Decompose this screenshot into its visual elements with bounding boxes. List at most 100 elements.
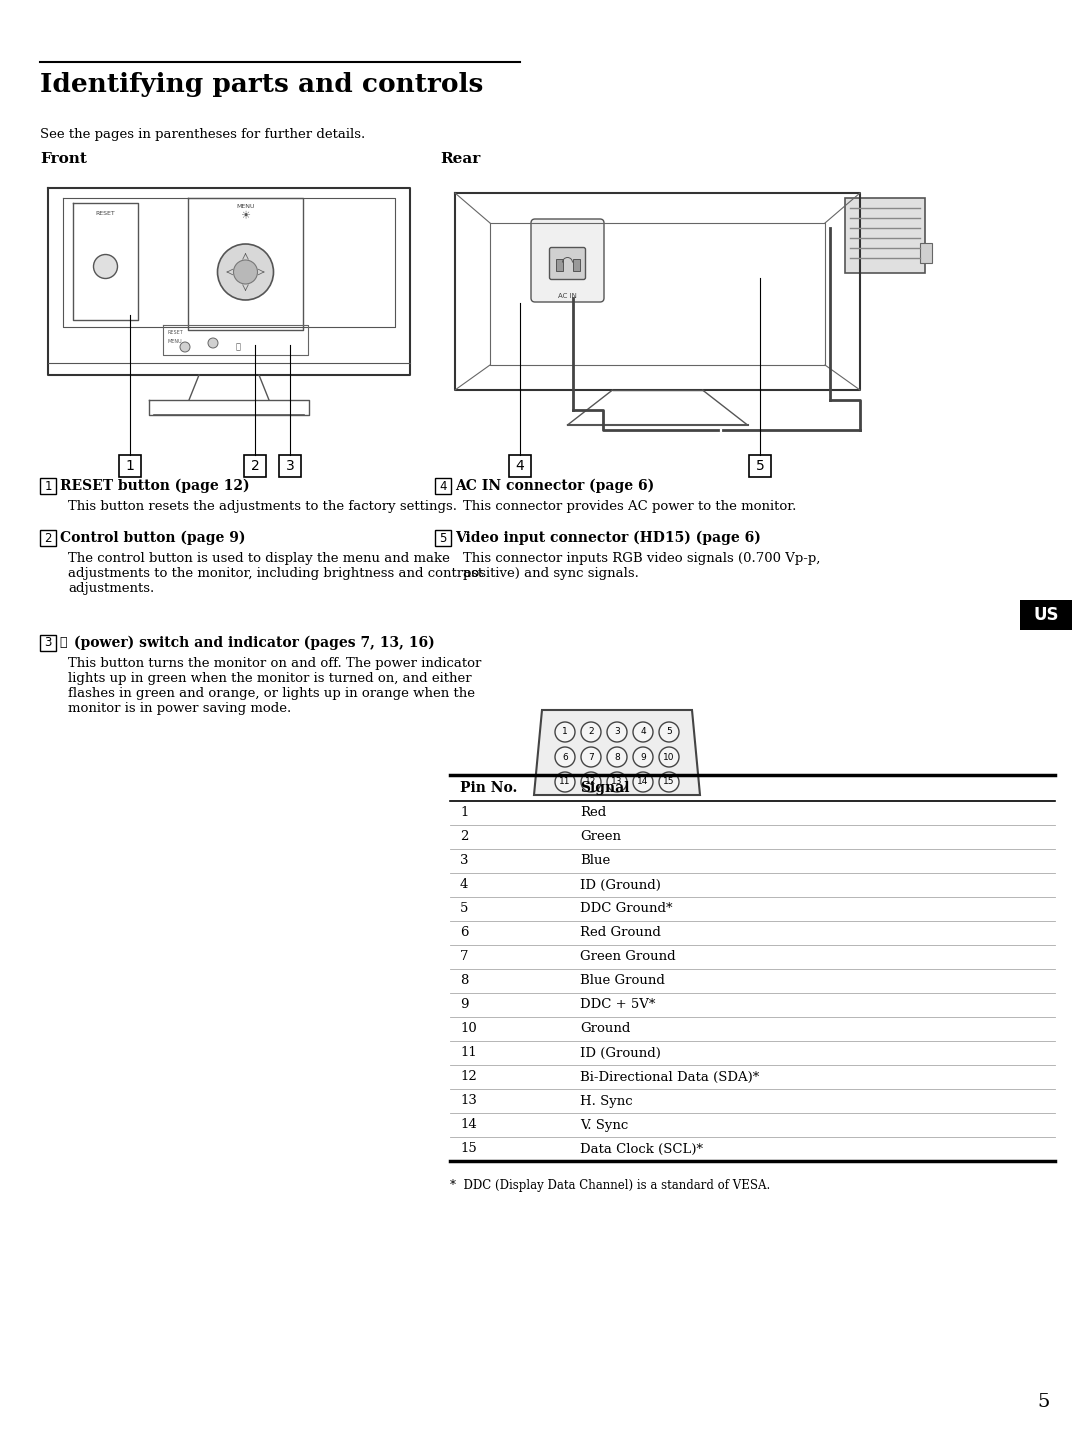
Bar bbox=[40, 635, 56, 651]
Bar bbox=[40, 530, 56, 546]
Text: AC IN: AC IN bbox=[558, 293, 577, 298]
Text: 3: 3 bbox=[44, 637, 52, 650]
Text: 13: 13 bbox=[460, 1095, 477, 1108]
Text: AC IN connector (page 6): AC IN connector (page 6) bbox=[455, 478, 654, 493]
Bar bbox=[40, 478, 56, 494]
Text: Data Clock (SCL)*: Data Clock (SCL)* bbox=[580, 1143, 703, 1156]
FancyBboxPatch shape bbox=[531, 219, 604, 303]
Text: 10: 10 bbox=[663, 752, 675, 761]
Text: 5: 5 bbox=[440, 532, 447, 545]
Circle shape bbox=[208, 339, 218, 347]
Text: 3: 3 bbox=[615, 728, 620, 736]
Circle shape bbox=[659, 746, 679, 767]
Text: Green Ground: Green Ground bbox=[580, 951, 676, 964]
Text: 4: 4 bbox=[640, 728, 646, 736]
Text: Green: Green bbox=[580, 830, 621, 843]
Circle shape bbox=[633, 746, 653, 767]
Circle shape bbox=[659, 722, 679, 742]
Text: ⏻: ⏻ bbox=[60, 637, 71, 650]
Text: 6: 6 bbox=[460, 927, 469, 940]
Text: This connector inputs RGB video signals (0.700 Vp-p,
positive) and sync signals.: This connector inputs RGB video signals … bbox=[463, 552, 821, 579]
Text: 2: 2 bbox=[460, 830, 469, 843]
Text: This button turns the monitor on and off. The power indicator
lights up in green: This button turns the monitor on and off… bbox=[68, 657, 482, 715]
Circle shape bbox=[555, 772, 575, 793]
Text: 15: 15 bbox=[663, 778, 675, 787]
Text: US: US bbox=[1034, 607, 1058, 624]
Text: ⏻: ⏻ bbox=[235, 343, 241, 352]
Text: Rear: Rear bbox=[440, 151, 481, 166]
Circle shape bbox=[555, 746, 575, 767]
Text: Video input connector (HD15) (page 6): Video input connector (HD15) (page 6) bbox=[455, 530, 761, 545]
Circle shape bbox=[94, 255, 118, 278]
Text: 12: 12 bbox=[460, 1071, 476, 1084]
Text: 9: 9 bbox=[640, 752, 646, 761]
Circle shape bbox=[555, 722, 575, 742]
Circle shape bbox=[607, 746, 627, 767]
Circle shape bbox=[581, 772, 600, 793]
Text: 5: 5 bbox=[756, 460, 765, 473]
Text: 7: 7 bbox=[460, 951, 469, 964]
Text: Red: Red bbox=[580, 807, 606, 820]
Text: 6: 6 bbox=[562, 752, 568, 761]
Text: 11: 11 bbox=[460, 1046, 476, 1059]
Text: DDC Ground*: DDC Ground* bbox=[580, 902, 673, 915]
Bar bbox=[572, 258, 580, 271]
Circle shape bbox=[633, 772, 653, 793]
Text: ID (Ground): ID (Ground) bbox=[580, 879, 661, 892]
Text: 3: 3 bbox=[460, 855, 469, 867]
Text: MENU: MENU bbox=[168, 339, 183, 344]
Text: DDC + 5V*: DDC + 5V* bbox=[580, 999, 656, 1012]
Text: See the pages in parentheses for further details.: See the pages in parentheses for further… bbox=[40, 128, 365, 141]
Text: This button resets the adjustments to the factory settings.: This button resets the adjustments to th… bbox=[68, 500, 457, 513]
Text: 3: 3 bbox=[285, 460, 295, 473]
Text: Blue: Blue bbox=[580, 855, 610, 867]
FancyBboxPatch shape bbox=[550, 248, 585, 280]
Text: H. Sync: H. Sync bbox=[580, 1095, 633, 1108]
Circle shape bbox=[217, 244, 273, 300]
Text: RESET button (page 12): RESET button (page 12) bbox=[60, 478, 249, 493]
Text: 13: 13 bbox=[611, 778, 623, 787]
Bar bbox=[920, 244, 932, 264]
Bar bbox=[244, 455, 266, 477]
Bar bbox=[1020, 599, 1072, 630]
Text: 14: 14 bbox=[460, 1118, 476, 1131]
Text: Red Ground: Red Ground bbox=[580, 927, 661, 940]
Circle shape bbox=[607, 772, 627, 793]
Text: 1: 1 bbox=[460, 807, 469, 820]
Circle shape bbox=[233, 259, 257, 284]
Text: 2: 2 bbox=[589, 728, 594, 736]
Bar bbox=[555, 258, 563, 271]
Text: ID (Ground): ID (Ground) bbox=[580, 1046, 661, 1059]
Text: 1: 1 bbox=[125, 460, 134, 473]
Text: 7: 7 bbox=[589, 752, 594, 761]
Bar bbox=[279, 455, 301, 477]
Circle shape bbox=[180, 342, 190, 352]
Circle shape bbox=[659, 772, 679, 793]
Text: 5: 5 bbox=[1038, 1393, 1050, 1411]
Text: Identifying parts and controls: Identifying parts and controls bbox=[40, 72, 484, 97]
Text: 5: 5 bbox=[460, 902, 469, 915]
Text: ☀: ☀ bbox=[241, 210, 251, 220]
Text: Control button (page 9): Control button (page 9) bbox=[60, 530, 245, 545]
Text: 4: 4 bbox=[440, 480, 447, 493]
Text: This connector provides AC power to the monitor.: This connector provides AC power to the … bbox=[463, 500, 796, 513]
Text: 2: 2 bbox=[251, 460, 259, 473]
Text: 4: 4 bbox=[515, 460, 525, 473]
Text: 15: 15 bbox=[460, 1143, 476, 1156]
Bar bbox=[119, 455, 141, 477]
Polygon shape bbox=[534, 710, 700, 795]
Text: Pin No.: Pin No. bbox=[460, 781, 517, 795]
Text: 14: 14 bbox=[637, 778, 649, 787]
Text: 5: 5 bbox=[666, 728, 672, 736]
Text: The control button is used to display the menu and make
adjustments to the monit: The control button is used to display th… bbox=[68, 552, 483, 595]
Text: (power) switch and indicator (pages 7, 13, 16): (power) switch and indicator (pages 7, 1… bbox=[75, 635, 435, 650]
Text: 1: 1 bbox=[44, 480, 52, 493]
Circle shape bbox=[633, 722, 653, 742]
Text: 9: 9 bbox=[460, 999, 469, 1012]
Circle shape bbox=[607, 722, 627, 742]
Text: 10: 10 bbox=[460, 1023, 476, 1036]
Circle shape bbox=[581, 722, 600, 742]
Text: Ground: Ground bbox=[580, 1023, 631, 1036]
Text: 11: 11 bbox=[559, 778, 570, 787]
Bar bbox=[435, 530, 451, 546]
